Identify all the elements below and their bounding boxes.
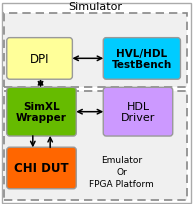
FancyBboxPatch shape xyxy=(7,38,72,80)
FancyBboxPatch shape xyxy=(4,14,187,88)
FancyBboxPatch shape xyxy=(4,92,187,200)
Text: DPI: DPI xyxy=(30,53,49,66)
Text: SimXL
Wrapper: SimXL Wrapper xyxy=(16,101,67,123)
FancyBboxPatch shape xyxy=(103,38,180,80)
Text: HVL/HDL
TestBench: HVL/HDL TestBench xyxy=(112,48,172,70)
FancyBboxPatch shape xyxy=(2,4,191,203)
Text: CHI DUT: CHI DUT xyxy=(14,162,69,175)
Text: HDL
Driver: HDL Driver xyxy=(121,101,155,123)
FancyBboxPatch shape xyxy=(7,147,76,189)
Text: Emulator
Or
FPGA Platform: Emulator Or FPGA Platform xyxy=(89,155,154,188)
FancyBboxPatch shape xyxy=(7,88,76,136)
Text: Simulator: Simulator xyxy=(69,2,123,12)
FancyBboxPatch shape xyxy=(103,88,173,136)
